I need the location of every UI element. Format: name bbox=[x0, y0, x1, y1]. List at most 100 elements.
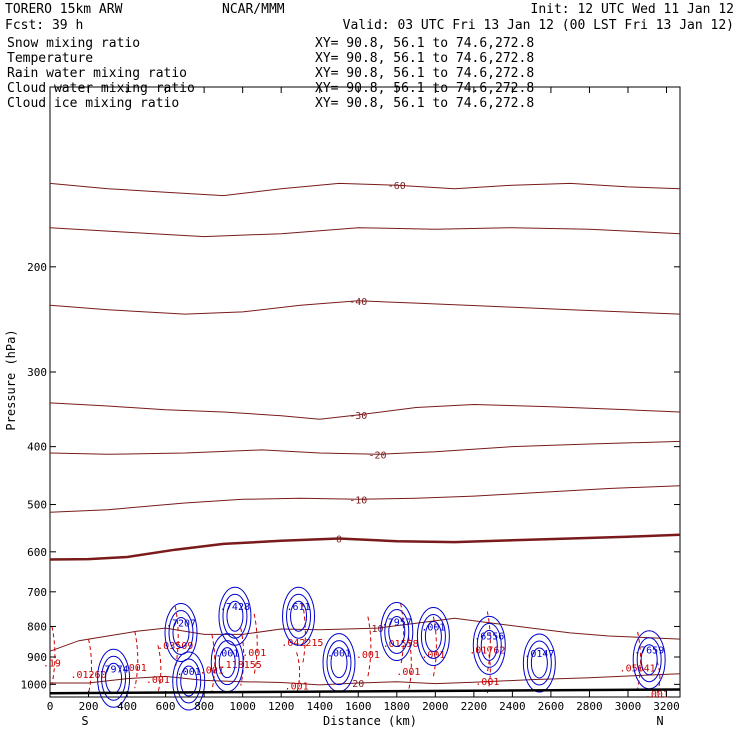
x-axis-ticks: 0 200 400 600 800 1000 1200 1400 1600 1800 2000 220… bbox=[47, 87, 680, 713]
field-xy: XY= 90.8, 56.1 to 74.6,272.8 bbox=[315, 96, 534, 111]
y-tick-label: 1000 bbox=[21, 678, 48, 691]
cloud-water-label: .7957 bbox=[382, 618, 412, 629]
cloud-water-contour bbox=[472, 615, 506, 675]
isotherm-line bbox=[50, 673, 681, 686]
rain-label: .01762 bbox=[469, 646, 505, 657]
rain-contour bbox=[637, 631, 642, 689]
cloud-water-label: .7974 bbox=[99, 664, 129, 675]
isotherm-line bbox=[49, 300, 681, 315]
isotherm-label: -20 bbox=[368, 450, 386, 461]
x-tick-label: 2000 bbox=[422, 700, 449, 713]
isotherm-line bbox=[49, 402, 681, 420]
rain-label: .001 bbox=[242, 648, 266, 659]
cloud-water-label: .001 bbox=[215, 649, 239, 660]
x-tick-label: 0 bbox=[47, 700, 54, 713]
cloud-water-contour bbox=[214, 640, 240, 686]
rain-label: .001 bbox=[421, 650, 445, 661]
cloud-water-contour bbox=[636, 637, 662, 683]
south-end-label: S bbox=[81, 714, 88, 728]
rain-contour bbox=[367, 616, 372, 677]
cloud-water-contour bbox=[388, 616, 406, 648]
isotherm-label: 20 bbox=[352, 679, 364, 690]
ground-line bbox=[49, 688, 681, 695]
field-name: Rain water mixing ratio bbox=[7, 66, 187, 81]
cloud-water-contour bbox=[290, 600, 308, 632]
y-tick-label: 700 bbox=[27, 586, 47, 599]
cloud-water-label: .001 bbox=[421, 622, 445, 633]
cloud-water-contour bbox=[522, 633, 556, 693]
cloud-water-contour bbox=[632, 630, 666, 690]
cloud-water-contour bbox=[526, 640, 552, 686]
cloud-water-contours: .7974.7207.001.001.7428.611.001.7957.001… bbox=[97, 586, 666, 711]
cloud-water-contour bbox=[222, 593, 248, 639]
x-axis-label: Distance (km) bbox=[323, 714, 417, 728]
x-tick-label: 200 bbox=[79, 700, 99, 713]
cloud-water-label: .001 bbox=[327, 649, 351, 660]
y-tick-label: 900 bbox=[27, 651, 47, 664]
rain-contour bbox=[253, 613, 258, 675]
rain-label: .001 bbox=[645, 689, 669, 700]
cloud-water-contour bbox=[326, 640, 352, 686]
field-name: Cloud ice mixing ratio bbox=[7, 96, 179, 111]
field-xy: XY= 90.8, 56.1 to 74.6,272.8 bbox=[315, 36, 534, 51]
isotherm-label: -10 bbox=[349, 495, 367, 506]
rain-label: .001 bbox=[356, 650, 380, 661]
isotherm-label: -60 bbox=[388, 181, 406, 192]
rain-label: .001 bbox=[396, 667, 420, 678]
rain-contour bbox=[134, 631, 139, 689]
cloud-water-contour bbox=[97, 648, 131, 708]
y-axis-label: Pressure (hPa) bbox=[4, 329, 18, 430]
cloud-water-label: .7659 bbox=[634, 646, 664, 657]
x-tick-label: 1800 bbox=[384, 700, 411, 713]
field-xy: XY= 90.8, 56.1 to 74.6,272.8 bbox=[315, 66, 534, 81]
cloud-water-contour bbox=[101, 655, 127, 701]
cloud-water-contour bbox=[286, 593, 312, 639]
x-tick-label: 1600 bbox=[345, 700, 372, 713]
rain-label: .001 bbox=[475, 677, 499, 688]
rain-label: .01260 bbox=[70, 670, 106, 681]
cloud-water-contour bbox=[322, 633, 356, 693]
rain-contour bbox=[240, 627, 245, 686]
x-tick-label: 1400 bbox=[306, 700, 333, 713]
forecast-hour: Fcst: 39 h bbox=[5, 18, 83, 33]
model-title: TORERO 15km ARW bbox=[5, 2, 123, 17]
rain-label: .001 bbox=[146, 675, 170, 686]
rain-label: .001 bbox=[123, 663, 147, 674]
cloud-water-contour bbox=[218, 647, 236, 679]
cloud-water-contour bbox=[330, 647, 348, 679]
temperature-isotherms: -60 -40 -30 -20 -10 0 10 20 bbox=[49, 181, 681, 690]
cloud-water-contour bbox=[476, 622, 502, 668]
y-tick-label: 200 bbox=[27, 261, 47, 274]
cloud-water-contour bbox=[180, 665, 198, 697]
y-tick-label: 600 bbox=[27, 546, 47, 559]
field-name: Temperature bbox=[7, 51, 93, 66]
x-tick-label: 600 bbox=[156, 700, 176, 713]
center-name: NCAR/MMM bbox=[222, 2, 285, 17]
y-tick-label: 400 bbox=[27, 441, 47, 454]
rain-label: .05641 bbox=[620, 663, 656, 674]
cloud-water-contour bbox=[168, 610, 194, 656]
x-tick-label: 1000 bbox=[229, 700, 256, 713]
cloud-water-label: .0147 bbox=[524, 649, 554, 660]
rain-contour bbox=[51, 626, 56, 685]
x-tick-label: 3200 bbox=[653, 700, 680, 713]
isotherm-line bbox=[49, 617, 681, 652]
rain-contour bbox=[432, 616, 437, 677]
cloud-water-contour bbox=[172, 651, 206, 711]
rain-label: .118155 bbox=[220, 660, 262, 671]
valid-time: Valid: 03 UTC Fri 13 Jan 12 (00 LST Fri … bbox=[343, 18, 734, 33]
y-tick-label: 800 bbox=[27, 620, 47, 633]
isotherm-line bbox=[49, 182, 681, 197]
isotherm-line bbox=[49, 440, 681, 455]
ground-surface-line bbox=[49, 688, 681, 695]
x-tick-label: 1200 bbox=[268, 700, 295, 713]
isotherm-label: 10 bbox=[371, 624, 383, 635]
isotherm-label: -30 bbox=[349, 411, 367, 422]
cloud-water-contour bbox=[530, 647, 548, 679]
cloud-water-label: .6556 bbox=[474, 631, 504, 642]
rain-contour bbox=[296, 652, 301, 694]
field-xy: XY= 90.8, 56.1 to 74.6,272.8 bbox=[315, 51, 534, 66]
cloud-water-contour bbox=[164, 603, 198, 663]
y-tick-label: 500 bbox=[27, 499, 47, 512]
